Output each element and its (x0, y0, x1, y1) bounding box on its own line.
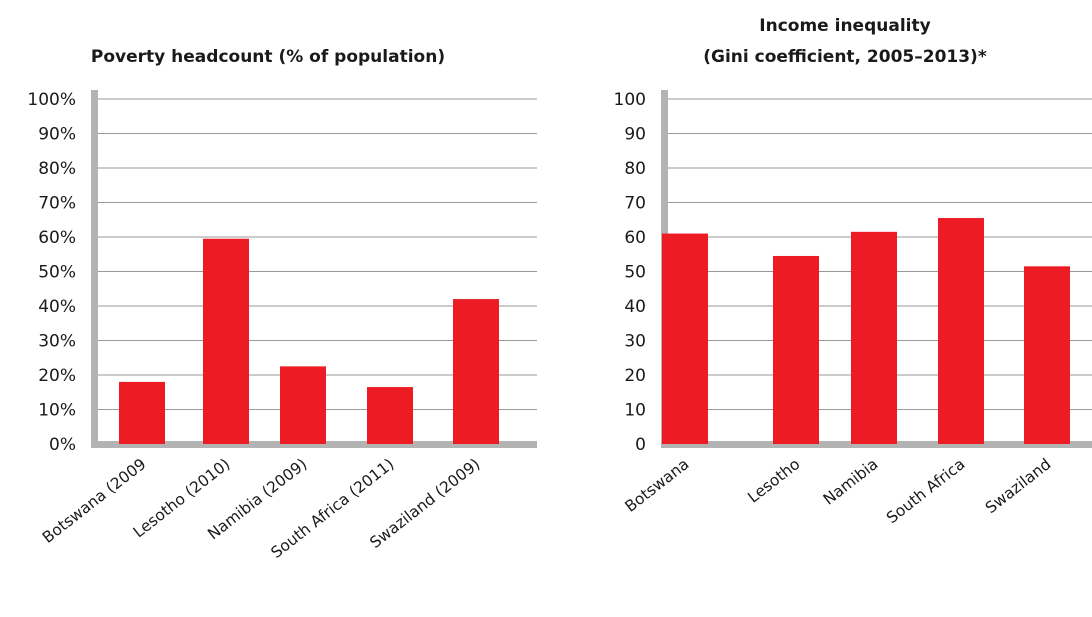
y-tick-label: 50 (624, 263, 646, 283)
bars (119, 238, 499, 444)
y-tick-label: 100 (614, 90, 646, 110)
x-tick-label: Botswana (2009 (39, 455, 150, 547)
y-tick-label: 0% (49, 435, 76, 455)
y-tick-label: 60 (624, 228, 646, 248)
y-tick-label: 70 (624, 194, 646, 214)
bar (203, 238, 249, 444)
bar (453, 299, 499, 444)
y-tick-label: 40 (624, 297, 646, 317)
y-tick-labels: 0% 10% 20% 30% 40% 50% 60% 70% 80% 90% 100% (27, 90, 76, 455)
x-tick-labels: Botswana Lesotho Namibia South Africa Swazil… (622, 455, 1055, 527)
x-tick-label: Botswana (622, 455, 693, 516)
x-tick-label: Swaziland (982, 455, 1054, 517)
bar (367, 387, 413, 444)
y-tick-label: 40% (38, 297, 76, 317)
bar (662, 233, 708, 444)
y-axis (91, 90, 98, 448)
y-tick-label: 30% (38, 332, 76, 352)
bar (1024, 266, 1070, 444)
chart-title: Poverty headcount (% of population) (91, 47, 445, 67)
y-tick-label: 90 (624, 125, 646, 145)
x-axis (91, 441, 537, 448)
y-tick-label: 20% (38, 366, 76, 386)
y-tick-label: 20 (624, 366, 646, 386)
chart-poverty-headcount: Poverty headcount (% of population) 0% 10… (27, 47, 537, 562)
x-axis (661, 441, 1092, 448)
y-tick-label: 60% (38, 228, 76, 248)
x-tick-label: Namibia (820, 455, 882, 509)
x-tick-label: Lesotho (744, 455, 803, 507)
y-tick-label: 100% (27, 90, 76, 110)
bar (938, 218, 984, 444)
bar (280, 366, 326, 444)
y-tick-labels: 0 10 20 30 40 50 60 70 80 90 100 (614, 90, 646, 455)
y-tick-label: 70% (38, 194, 76, 214)
y-tick-label: 0 (635, 435, 646, 455)
bars (662, 218, 1070, 444)
y-tick-label: 80% (38, 159, 76, 179)
y-tick-label: 50% (38, 263, 76, 283)
x-tick-label: South Africa (883, 455, 968, 527)
chart-title-line-1: Income inequality (759, 16, 930, 36)
chart-title-line-2: (Gini coefficient, 2005–2013)* (703, 47, 987, 67)
y-tick-label: 10% (38, 401, 76, 421)
y-tick-label: 10 (624, 401, 646, 421)
y-tick-label: 30 (624, 332, 646, 352)
bar (119, 381, 165, 444)
y-tick-label: 80 (624, 159, 646, 179)
chart-income-inequality: Income inequality (Gini coefficient, 200… (614, 16, 1092, 527)
bar (851, 231, 897, 444)
y-tick-label: 90% (38, 125, 76, 145)
grid (98, 98, 537, 410)
bar (773, 255, 819, 444)
